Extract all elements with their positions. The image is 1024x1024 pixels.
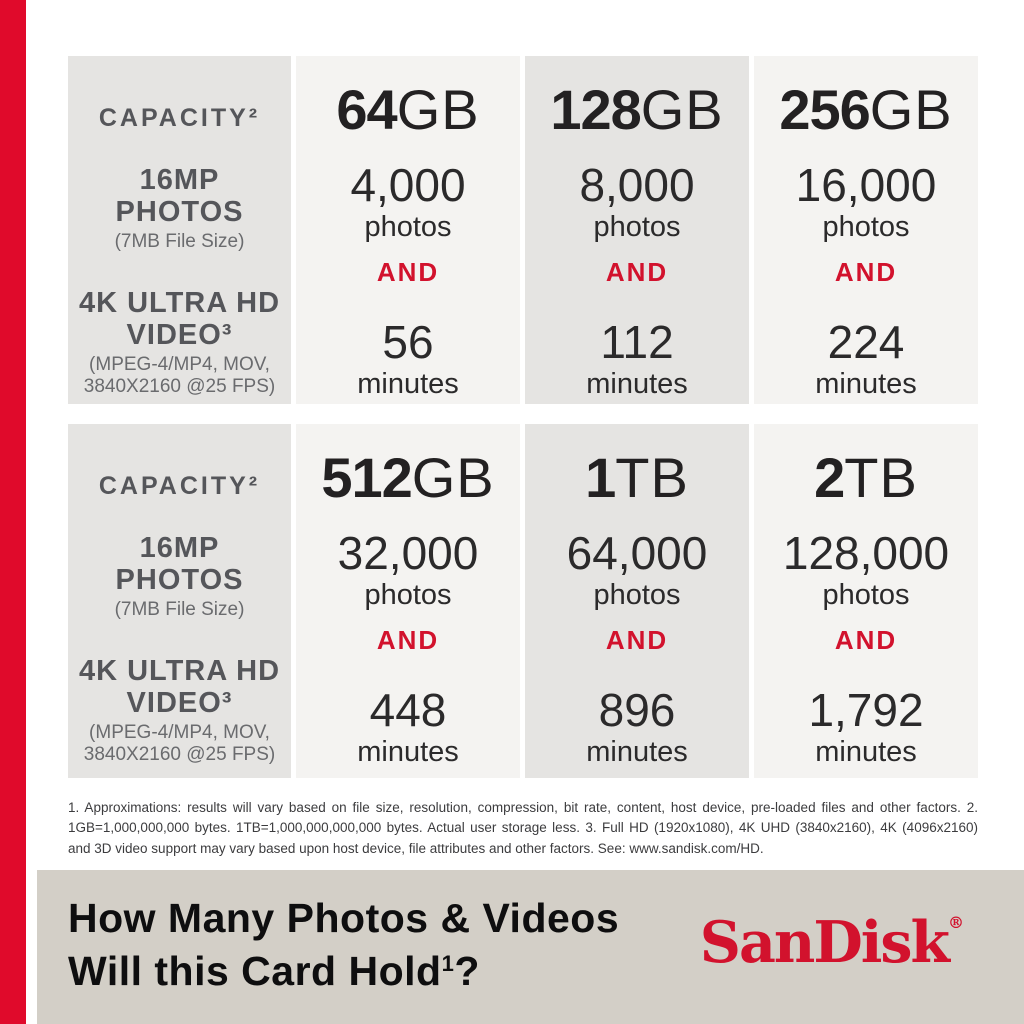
photos-unit: photos: [593, 211, 681, 243]
video-row-label: 4K ULTRA HD VIDEO³: [78, 654, 281, 720]
legal-footnote: 1. Approximations: results will vary bas…: [68, 800, 978, 856]
capacity-heading: 64GB: [336, 78, 480, 141]
photos-unit: photos: [822, 579, 910, 611]
minutes-value: 896: [598, 683, 676, 736]
photos-unit: photos: [593, 579, 681, 611]
capacity-row-label: CAPACITY²: [98, 104, 261, 132]
and-label: AND: [834, 624, 898, 655]
video-row-sublabel: (MPEG-4/MP4, MOV, 3840X2160 @25 FPS): [83, 353, 276, 397]
photos-row-sublabel: (7MB File Size): [114, 598, 245, 620]
photos-value: 8,000: [579, 159, 695, 211]
video-row-sublabel: (MPEG-4/MP4, MOV, 3840X2160 @25 FPS): [83, 721, 276, 765]
capacity-column-64gb: 64GB 4,000 photos AND 56 minutes: [296, 56, 520, 404]
brand-accent-bar: [0, 0, 26, 1024]
capacity-heading: 128GB: [550, 78, 724, 141]
photos-value: 32,000: [337, 527, 479, 579]
photos-row-sublabel: (7MB File Size): [114, 230, 245, 252]
capacity-table-2: CAPACITY² 16MP PHOTOS (7MB File Size) 4K…: [68, 424, 978, 778]
labels-column: CAPACITY² 16MP PHOTOS (7MB File Size) 4K…: [68, 56, 291, 404]
minutes-unit: minutes: [586, 367, 688, 400]
capacity-column-1tb: 1TB 64,000 photos AND 896 minutes: [525, 424, 749, 778]
video-row-label: 4K ULTRA HD VIDEO³: [78, 286, 281, 352]
sandisk-logo: SanDisk®: [699, 909, 964, 976]
minutes-value: 56: [382, 315, 434, 368]
minutes-value: 224: [827, 315, 905, 368]
labels-column: CAPACITY² 16MP PHOTOS (7MB File Size) 4K…: [68, 424, 291, 778]
and-label: AND: [605, 624, 669, 655]
title-banner: How Many Photos & Videos Will this Card …: [37, 870, 1024, 1024]
capacity-table-1: CAPACITY² 16MP PHOTOS (7MB File Size) 4K…: [68, 56, 978, 404]
capacity-heading: 1TB: [585, 446, 689, 509]
photos-value: 128,000: [782, 527, 950, 579]
minutes-unit: minutes: [586, 735, 688, 768]
capacity-column-256gb: 256GB 16,000 photos AND 224 minutes: [754, 56, 978, 404]
capacity-heading: 512GB: [321, 446, 495, 509]
registered-mark: ®: [948, 913, 964, 932]
minutes-unit: minutes: [815, 735, 917, 768]
capacity-column-2tb: 2TB 128,000 photos AND 1,792 minutes: [754, 424, 978, 778]
footnote-superscript: 1: [441, 951, 455, 977]
capacity-heading: 2TB: [814, 446, 918, 509]
photos-value: 64,000: [566, 527, 708, 579]
photos-unit: photos: [822, 211, 910, 243]
minutes-unit: minutes: [357, 735, 459, 768]
photos-value: 16,000: [795, 159, 937, 211]
and-label: AND: [376, 624, 440, 655]
and-label: AND: [376, 256, 440, 287]
photos-row-label: 16MP PHOTOS: [115, 532, 244, 597]
capacity-row-label: CAPACITY²: [98, 472, 261, 500]
capacity-column-128gb: 128GB 8,000 photos AND 112 minutes: [525, 56, 749, 404]
minutes-unit: minutes: [815, 367, 917, 400]
photos-unit: photos: [364, 211, 452, 243]
page-title: How Many Photos & Videos Will this Card …: [68, 895, 620, 995]
minutes-value: 448: [369, 683, 447, 736]
and-label: AND: [834, 256, 898, 287]
photos-unit: photos: [364, 579, 452, 611]
minutes-unit: minutes: [357, 367, 459, 400]
photos-row-label: 16MP PHOTOS: [115, 164, 244, 229]
minutes-value: 112: [600, 315, 674, 368]
minutes-value: 1,792: [808, 683, 924, 736]
photos-value: 4,000: [350, 159, 466, 211]
capacity-column-512gb: 512GB 32,000 photos AND 448 minutes: [296, 424, 520, 778]
capacity-tables-area: CAPACITY² 16MP PHOTOS (7MB File Size) 4K…: [68, 56, 978, 859]
and-label: AND: [605, 256, 669, 287]
capacity-heading: 256GB: [779, 78, 953, 141]
